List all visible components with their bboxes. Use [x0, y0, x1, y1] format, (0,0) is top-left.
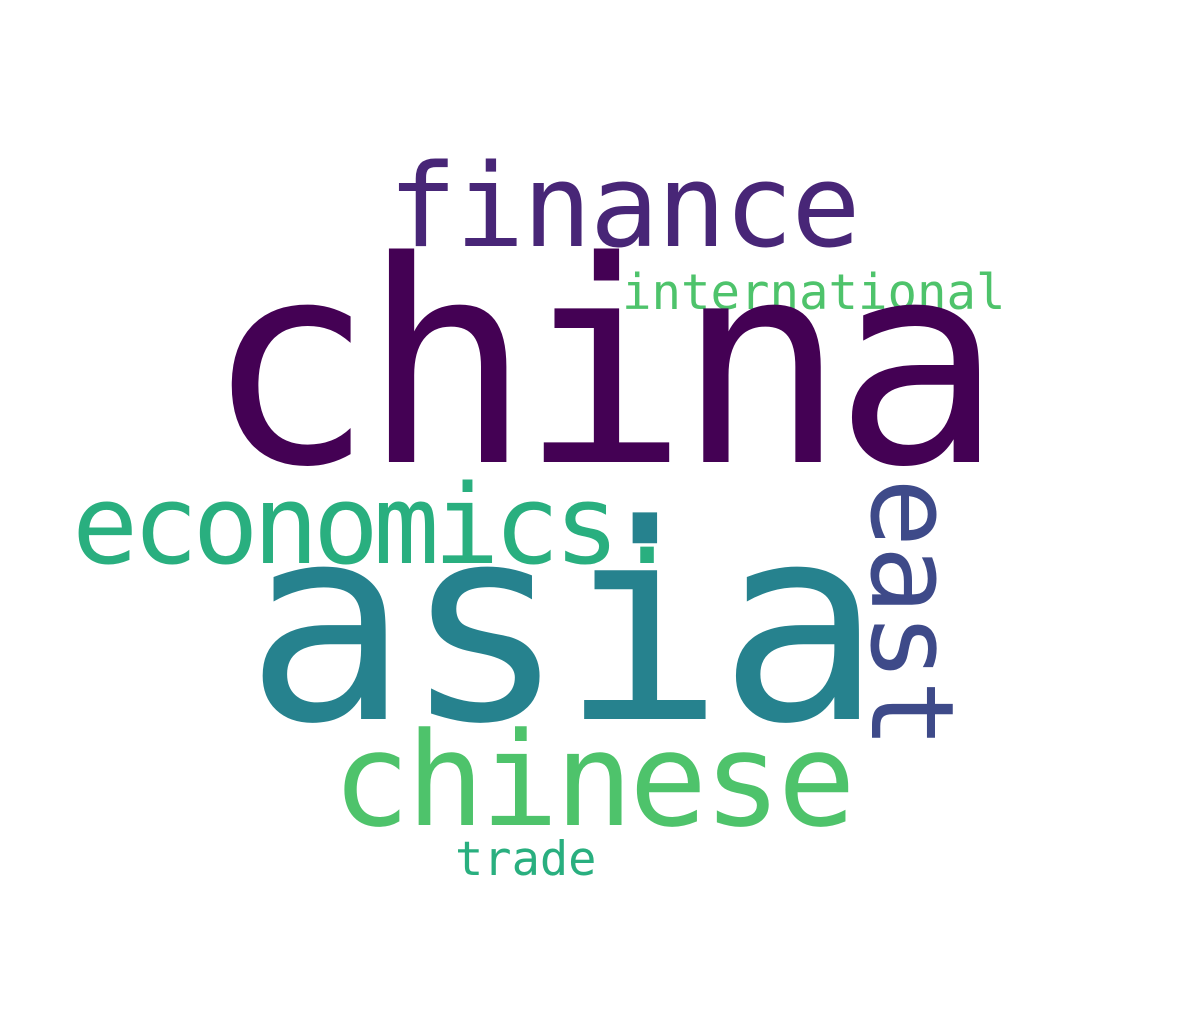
word-china: china [205, 202, 1003, 529]
word-east: east [844, 478, 978, 747]
word-finance: finance [388, 140, 861, 274]
word-international: international [622, 264, 1006, 321]
word-trade: trade [455, 832, 597, 887]
word-chinese: chinese [332, 704, 856, 856]
word-asia: asia [245, 468, 882, 784]
word-economics: economics. [72, 461, 680, 589]
